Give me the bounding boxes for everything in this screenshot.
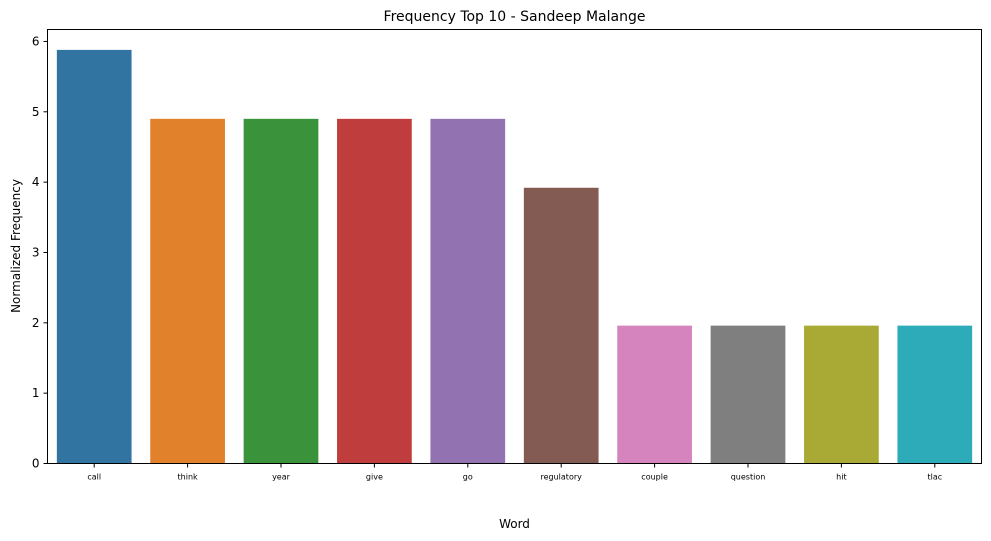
y-tick-label: 6 — [32, 34, 40, 48]
x-tick-label: question — [731, 473, 766, 482]
bar-question — [710, 325, 786, 464]
bar-tlac — [897, 325, 973, 464]
x-tick-label: hit — [836, 473, 846, 482]
bar-hit — [804, 325, 879, 464]
chart-title: Frequency Top 10 - Sandeep Malange — [384, 9, 646, 25]
y-tick-label: 0 — [32, 457, 40, 471]
y-tick-label: 2 — [32, 316, 40, 330]
bar-regulatory — [523, 187, 599, 464]
bar-year — [243, 118, 319, 464]
plot-frame — [47, 29, 982, 464]
x-tick-label: call — [87, 473, 101, 482]
bar-call — [56, 49, 132, 464]
x-tick-label: go — [463, 473, 473, 482]
x-axis-ticks: call think year give go regulatory couple quest… — [87, 463, 942, 482]
x-tick-label: give — [366, 473, 383, 482]
x-tick-label: year — [272, 473, 291, 482]
y-tick-label: 1 — [32, 386, 40, 400]
y-axis-ticks: 0 1 2 3 4 5 6 — [32, 34, 48, 471]
bar-couple — [617, 325, 692, 464]
x-tick-label: couple — [641, 473, 668, 482]
y-tick-label: 4 — [32, 175, 40, 189]
y-tick-label: 3 — [32, 245, 40, 259]
x-tick-label: regulatory — [541, 473, 583, 482]
x-tick-label: tlac — [927, 473, 942, 482]
bars-group — [56, 49, 973, 464]
bar-think — [150, 118, 225, 464]
bar-go — [430, 118, 506, 464]
x-axis-label: Word — [499, 517, 530, 531]
bar-give — [337, 118, 412, 464]
y-axis-label: Normalized Frequency — [9, 179, 23, 313]
y-tick-label: 5 — [32, 105, 40, 119]
x-tick-label: think — [178, 473, 199, 482]
